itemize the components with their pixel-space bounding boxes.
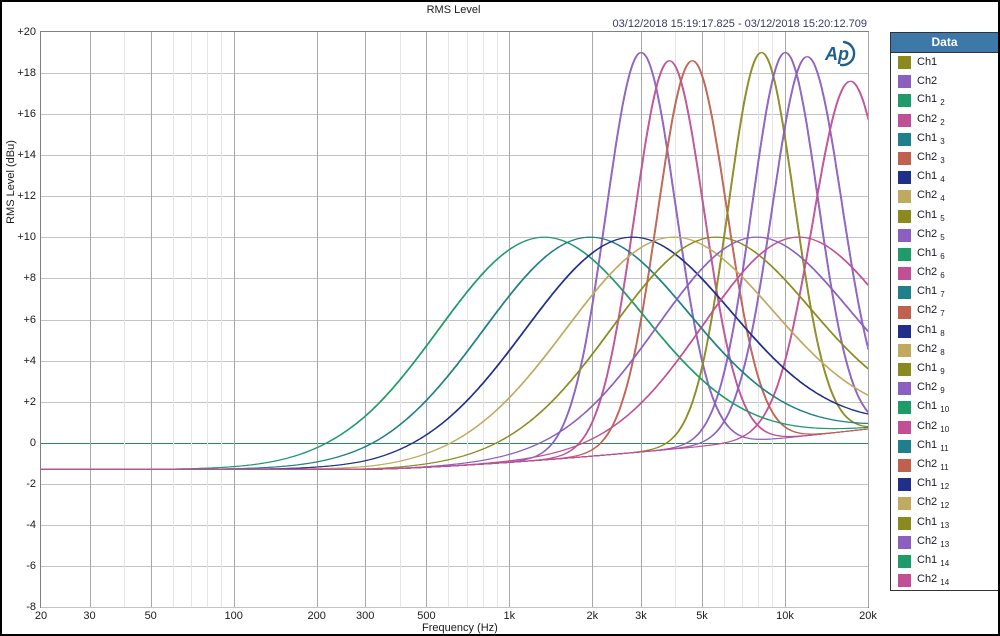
svg-text:Ap: Ap bbox=[824, 44, 849, 64]
